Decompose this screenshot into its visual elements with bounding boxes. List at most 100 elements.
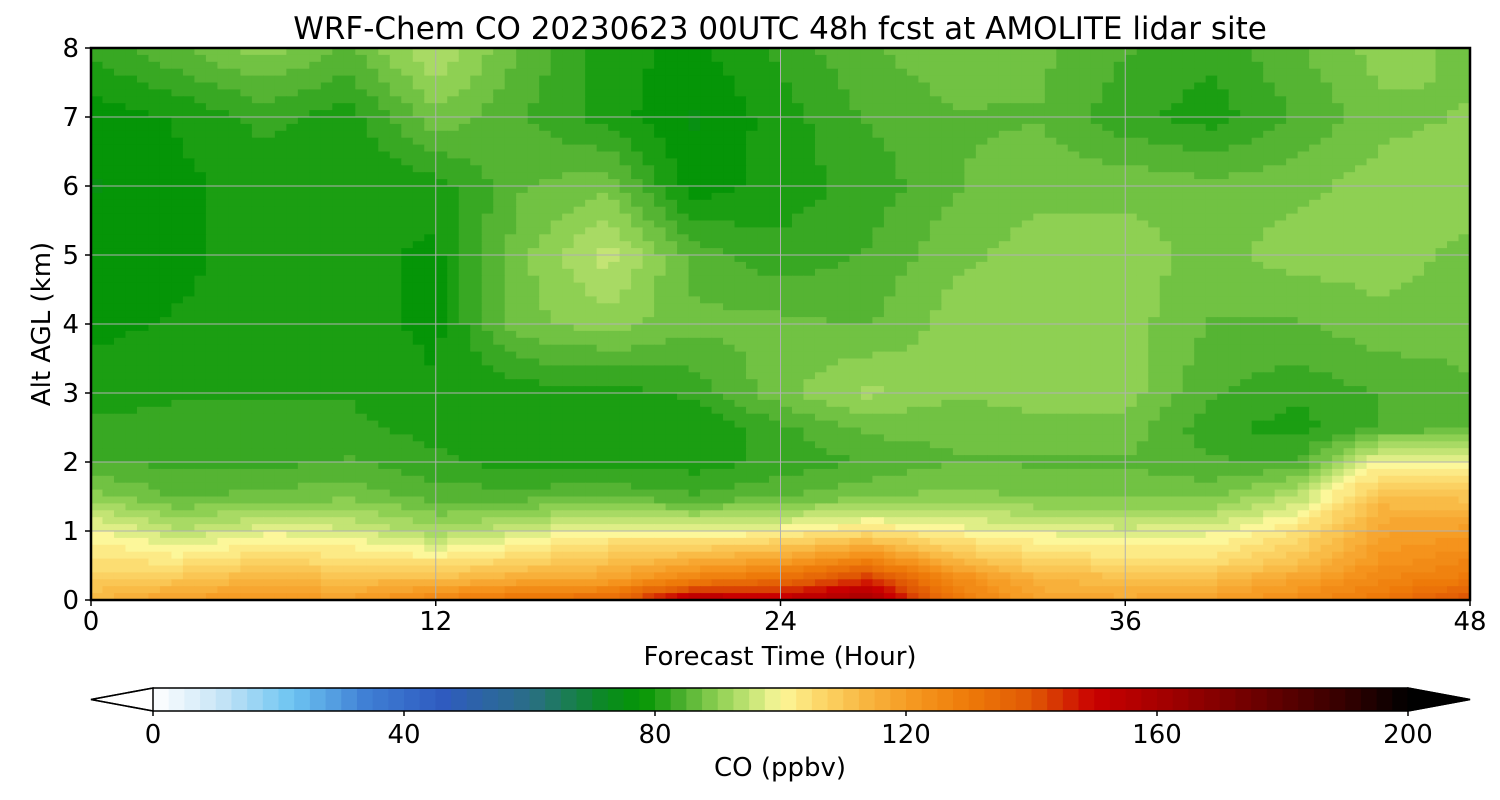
heatmap-cell [1297, 310, 1310, 318]
heatmap-cell [1447, 137, 1460, 146]
heatmap-cell [1263, 110, 1276, 118]
heatmap-cell [1240, 192, 1253, 201]
heatmap-cell [1113, 268, 1126, 277]
heatmap-cell [1217, 158, 1230, 166]
heatmap-cell [998, 220, 1011, 228]
heatmap-cell [424, 130, 437, 139]
heatmap-cell [286, 206, 299, 215]
heatmap-cell [1366, 110, 1379, 118]
heatmap-cell [355, 310, 368, 318]
heatmap-cell [734, 130, 747, 139]
heatmap-cell [1194, 68, 1207, 77]
heatmap-cell [883, 241, 897, 249]
heatmap-cell [136, 130, 150, 139]
heatmap-cell [251, 255, 264, 263]
heatmap-cell [803, 82, 816, 90]
heatmap-cell [1171, 137, 1184, 146]
heatmap-cell [125, 123, 138, 132]
heatmap-cell [826, 172, 839, 180]
heatmap-cell [952, 123, 965, 132]
heatmap-cell [217, 186, 230, 194]
heatmap-cell [987, 186, 1000, 194]
heatmap-cell [148, 220, 161, 228]
heatmap-cell [205, 227, 219, 235]
heatmap-cell [975, 282, 988, 291]
heatmap-cell [424, 54, 437, 63]
heatmap-cell [723, 248, 736, 256]
heatmap-cell [343, 130, 356, 139]
heatmap-cell [1079, 296, 1092, 304]
heatmap-cell [975, 117, 988, 125]
heatmap-cell [1320, 317, 1333, 325]
heatmap-cell [286, 255, 299, 263]
heatmap-cell [171, 179, 184, 187]
heatmap-cell [1056, 123, 1069, 132]
heatmap-cell [872, 303, 885, 311]
heatmap-cell [906, 82, 919, 90]
heatmap-cell [1401, 123, 1414, 132]
heatmap-cell [470, 130, 483, 139]
heatmap-cell [1033, 289, 1046, 297]
heatmap-cell [1125, 144, 1138, 153]
heatmap-cell [539, 54, 552, 63]
heatmap-cell [343, 317, 356, 325]
heatmap-cell [1401, 158, 1414, 166]
heatmap-cell [309, 130, 322, 139]
heatmap-cell [332, 289, 345, 297]
heatmap-cell [125, 213, 138, 222]
heatmap-cell [1067, 234, 1080, 242]
heatmap-cell [757, 310, 770, 318]
heatmap-cell [481, 130, 494, 139]
heatmap-cell [883, 123, 897, 132]
heatmap-cell [182, 296, 196, 304]
heatmap-cell [493, 282, 506, 291]
heatmap-cell [746, 199, 759, 208]
heatmap-cell [1274, 227, 1287, 235]
heatmap-cell [1447, 248, 1460, 256]
heatmap-cell [251, 158, 264, 166]
heatmap-cell [401, 172, 414, 180]
heatmap-cell [791, 310, 805, 318]
heatmap-cell [1171, 89, 1184, 97]
heatmap-cell [251, 261, 264, 270]
heatmap-cell [1401, 324, 1414, 332]
heatmap-cell [723, 255, 736, 263]
heatmap-cell [1194, 227, 1207, 235]
heatmap-cell [711, 48, 724, 56]
heatmap-cell [1021, 241, 1034, 249]
heatmap-cell [389, 255, 402, 263]
heatmap-cell [136, 289, 150, 297]
heatmap-cell [493, 158, 506, 166]
heatmap-cell [1044, 296, 1057, 304]
heatmap-cell [1136, 255, 1149, 263]
heatmap-cell [309, 206, 322, 215]
heatmap-cell [1021, 117, 1034, 125]
heatmap-cell [1067, 192, 1080, 201]
heatmap-cell [309, 144, 322, 153]
heatmap-cell [1366, 303, 1379, 311]
heatmap-cell [412, 172, 425, 180]
heatmap-cell [700, 220, 713, 228]
heatmap-cell [159, 275, 173, 284]
heatmap-cell [424, 172, 437, 180]
heatmap-cell [1136, 275, 1149, 284]
heatmap-cell [849, 275, 862, 284]
heatmap-cell [585, 199, 598, 208]
heatmap-cell [171, 206, 184, 215]
heatmap-cell [872, 172, 885, 180]
heatmap-cell [228, 282, 241, 291]
heatmap-cell [136, 144, 150, 153]
heatmap-cell [1021, 227, 1034, 235]
heatmap-cell [619, 68, 632, 77]
heatmap-cell [1010, 234, 1023, 242]
heatmap-cell [918, 275, 931, 284]
heatmap-cell [677, 89, 690, 97]
heatmap-cell [1090, 130, 1103, 139]
heatmap-cell [964, 61, 977, 70]
heatmap-cell [619, 179, 632, 187]
heatmap-cell [814, 165, 828, 173]
heatmap-cell [1148, 144, 1161, 153]
heatmap-cell [1182, 234, 1195, 242]
heatmap-cell [424, 151, 437, 159]
heatmap-cell [1378, 82, 1391, 90]
